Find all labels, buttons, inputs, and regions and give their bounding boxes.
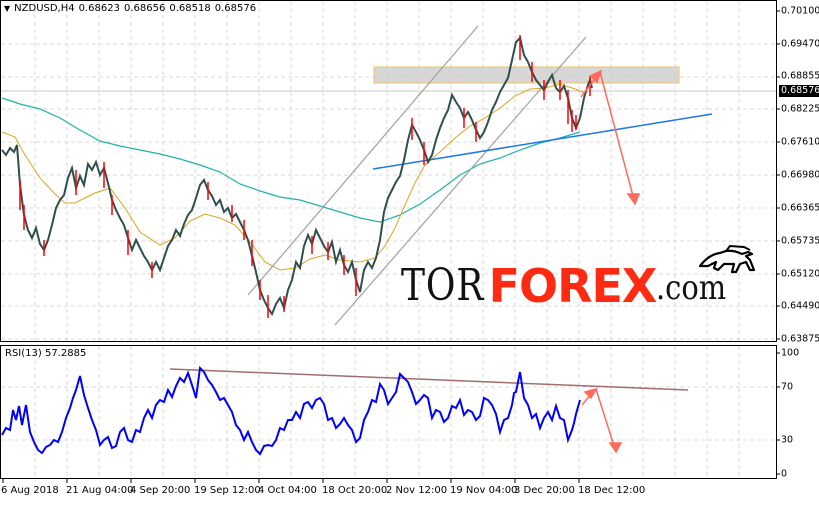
price-tick: 0.70100	[781, 5, 819, 17]
forecast-arrows[interactable]	[580, 69, 641, 206]
price-tick: 0.63875	[781, 333, 819, 345]
ohlc-close: 0.68576	[214, 3, 257, 14]
time-tick: 2 Nov 12:00	[386, 485, 448, 496]
symbol-header: ▼ NZDUSD,H4 0.68623 0.68656 0.68518 0.68…	[4, 3, 256, 14]
logo-forex-text: FOREX	[488, 259, 658, 313]
time-tick: 18 Oct 20:00	[322, 485, 388, 496]
price-tick: 0.67610	[781, 136, 819, 148]
rsi-pane	[0, 345, 777, 479]
price-pane	[0, 0, 777, 342]
time-tick: 3 Dec 20:00	[514, 485, 575, 496]
rsi-tick: 30	[781, 434, 794, 446]
time-tick: 19 Nov 04:00	[450, 485, 518, 496]
logo-com-text: .com	[656, 268, 727, 308]
ohlc-low: 0.68518	[169, 3, 211, 14]
ma-slow-line	[1, 97, 581, 223]
rsi-line	[1, 365, 581, 456]
rsi-trendline[interactable]	[169, 368, 689, 391]
collapse-triangle-icon[interactable]: ▼	[4, 4, 11, 13]
torforex-logo: TOR FOREX .com	[401, 258, 739, 313]
time-axis-ticks	[2, 478, 580, 483]
price-tick: 0.68855	[781, 70, 819, 82]
price-tick: 0.66365	[781, 202, 819, 214]
time-tick: 4 Sep 20:00	[130, 485, 191, 496]
time-tick: 19 Sep 12:00	[194, 485, 261, 496]
logo-tor-text: TOR	[401, 260, 485, 311]
time-tick: 6 Aug 2018	[1, 485, 59, 496]
price-axis-ticks	[776, 10, 780, 475]
resistance-zone[interactable]	[373, 66, 680, 84]
price-tick: 0.65120	[781, 268, 819, 280]
rsi-forecast-arrows[interactable]	[581, 387, 623, 454]
rsi-label: RSI(13) 57.2885	[5, 348, 87, 359]
price-tick: 0.64490	[781, 300, 819, 312]
current-price-label: 0.68576	[779, 85, 819, 97]
ohlc-open: 0.68623	[78, 3, 120, 14]
rsi-tick: 100	[781, 347, 800, 359]
time-tick: 4 Oct 04:00	[258, 485, 317, 496]
price-tick: 0.65735	[781, 235, 819, 247]
candlesticks	[1, 35, 593, 318]
rsi-tick: 0	[781, 468, 788, 480]
price-tick: 0.66980	[781, 169, 819, 181]
ohlc-high: 0.68656	[123, 3, 166, 14]
price-tick: 0.68225	[781, 103, 819, 115]
channel-upper-line[interactable]	[247, 25, 479, 296]
time-tick: 18 Dec 12:00	[578, 485, 646, 496]
symbol-timeframe: NZDUSD,H4	[14, 3, 75, 14]
bull-icon	[698, 244, 756, 274]
price-tick: 0.69470	[781, 38, 819, 50]
time-tick: 21 Aug 04:00	[66, 485, 134, 496]
rsi-tick: 70	[781, 381, 794, 393]
